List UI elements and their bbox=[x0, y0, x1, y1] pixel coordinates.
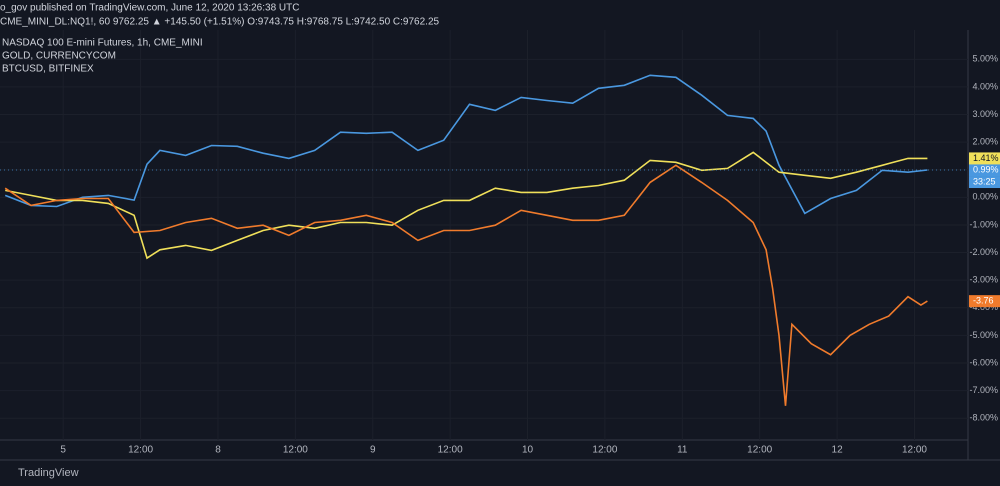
y-tick-label: -5.00% bbox=[969, 330, 998, 340]
end-label-box bbox=[969, 152, 1000, 165]
symbol-info: CME_MINI_DL:NQ1!, 60 9762.25 ▲ +145.50 (… bbox=[0, 17, 440, 28]
y-tick-label: 0.00% bbox=[972, 192, 998, 202]
countdown-box bbox=[969, 176, 1000, 189]
x-tick-label: 12:00 bbox=[438, 445, 463, 456]
x-tick-label: 12:00 bbox=[128, 445, 153, 456]
series-line bbox=[4, 164, 928, 406]
watermark: TradingView bbox=[18, 467, 79, 479]
end-label: 0.99% bbox=[973, 164, 999, 174]
legend-entry: NASDAQ 100 E-mini Futures, 1h, CME_MINI bbox=[2, 38, 203, 49]
series-line bbox=[5, 151, 928, 260]
x-tick-label: 12 bbox=[832, 445, 844, 456]
end-label-box bbox=[969, 164, 1000, 177]
publish-info: o_gov published on TradingView.com, June… bbox=[0, 3, 299, 14]
x-tick-label: 12:00 bbox=[747, 445, 772, 456]
x-tick-label: 11 bbox=[677, 445, 688, 456]
legend-entry: GOLD, CURRENCYCOM bbox=[2, 51, 116, 62]
y-tick-label: -3.00% bbox=[969, 275, 998, 285]
y-tick-label: -4.00% bbox=[969, 302, 998, 312]
series-line bbox=[4, 74, 928, 215]
y-tick-label: -7.00% bbox=[969, 385, 998, 395]
x-tick-label: 8 bbox=[215, 445, 221, 456]
y-tick-label: -2.00% bbox=[969, 247, 998, 257]
legend-entry: BTCUSD, BITFINEX bbox=[2, 64, 94, 75]
countdown: 33:25 bbox=[973, 176, 996, 186]
x-tick-label: 12:00 bbox=[902, 445, 927, 456]
x-tick-label: 12:00 bbox=[592, 445, 617, 456]
y-tick-label: -8.00% bbox=[969, 413, 998, 423]
x-tick-label: 5 bbox=[60, 445, 66, 456]
end-label: 1.41% bbox=[973, 153, 999, 163]
x-tick-label: 12:00 bbox=[283, 445, 308, 456]
end-label-box bbox=[969, 295, 1000, 308]
x-tick-label: 9 bbox=[370, 445, 376, 456]
y-tick-label: 3.00% bbox=[972, 109, 998, 119]
y-tick-label: 4.00% bbox=[972, 81, 998, 91]
end-label: -3.76 bbox=[973, 296, 994, 306]
y-tick-label: -1.00% bbox=[969, 219, 998, 229]
y-tick-label: -6.00% bbox=[969, 357, 998, 367]
y-tick-label: 5.00% bbox=[972, 54, 998, 64]
y-tick-label: 2.00% bbox=[972, 137, 998, 147]
x-tick-label: 10 bbox=[522, 445, 534, 456]
